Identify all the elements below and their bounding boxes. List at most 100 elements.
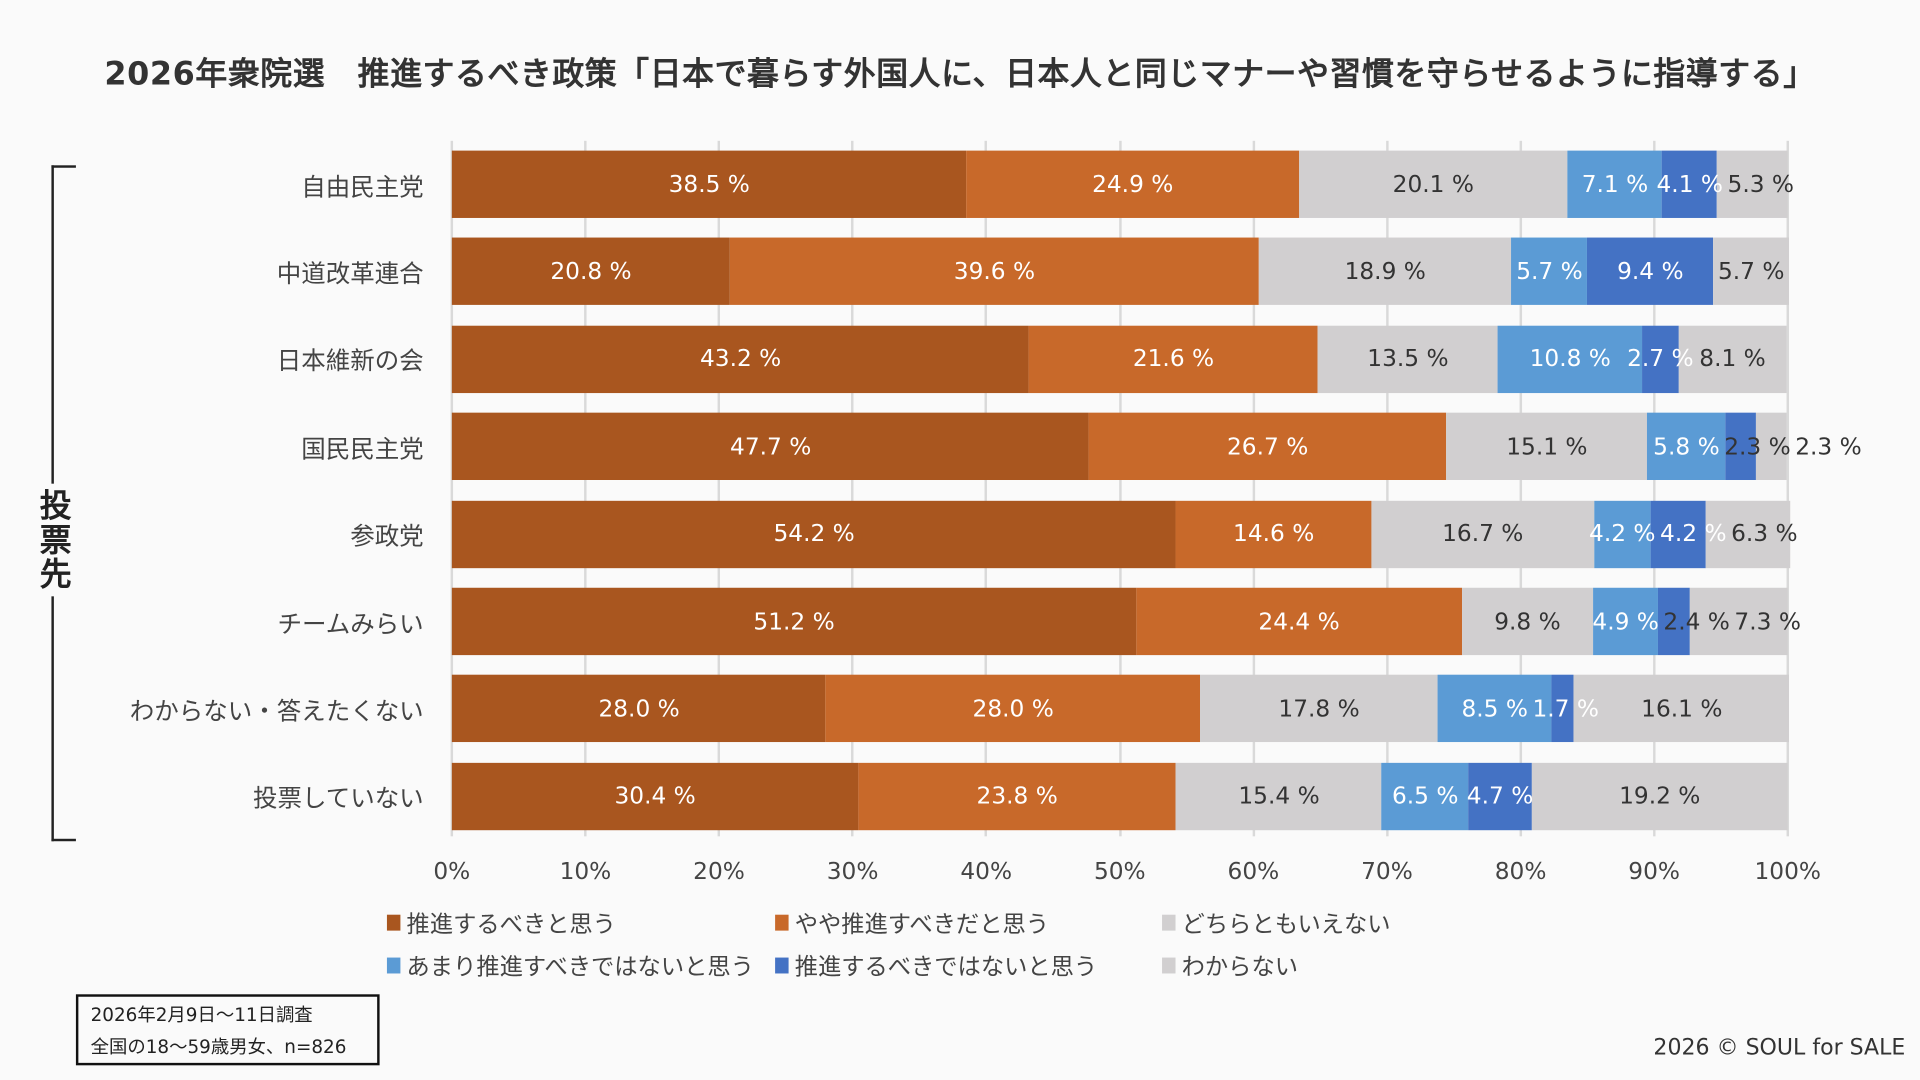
legend-label: どちらともいえない [1181,911,1391,938]
gridline [450,140,454,837]
y-axis-label: 投票先 [31,483,74,597]
bar-segment [451,762,858,830]
x-tick-label: 40% [960,858,1013,886]
data-label: 43.2 % [699,345,782,373]
bar-segment [1642,325,1679,393]
category-label: 中道改革連合 [276,258,424,289]
legend-item: わからない [1162,949,1298,982]
bar-segment [451,500,1176,568]
bar-segment [451,325,1029,393]
data-label: 13.5 % [1367,345,1449,373]
bar-segment [451,412,1090,481]
x-tick-label: 30% [826,858,879,886]
category-label: 国民民主党 [301,433,424,464]
data-label: 15.4 % [1238,782,1320,810]
x-tick-label: 90% [1628,858,1681,886]
gridline [584,140,587,837]
survey-note: 2026年2月9日〜11日調査 全国の18〜59歳男女、n=826 [75,994,380,1066]
bar-segment [1370,500,1595,568]
copyright: 2026 © SOUL for SALE [1653,1034,1906,1061]
bar-segment [966,150,1299,218]
data-label: 21.6 % [1132,345,1215,373]
data-label: 2.7 % [1627,345,1694,373]
bar-segment [1461,587,1593,656]
data-label: 4.9 % [1592,607,1659,635]
x-tick-label: 70% [1361,858,1413,886]
x-tick-label: 0% [433,858,471,886]
data-label: 8.5 % [1461,695,1528,723]
data-label: 38.5 % [668,170,750,198]
bar-segment [1135,587,1462,656]
data-label: 20.1 % [1392,170,1474,198]
data-label: 7.3 % [1734,607,1801,635]
bar-segment [451,150,967,218]
gridline [1786,140,1789,837]
x-tick-label: 20% [693,858,745,886]
legend-item: どちらともいえない [1162,906,1391,939]
gridline [984,140,988,837]
category-label: チームみらい [277,608,424,638]
bar-segment [857,762,1176,830]
bar-segment [1755,412,1787,481]
x-tick-label: 60% [1227,858,1280,886]
data-label: 26.7 % [1227,433,1309,461]
bar-segment [1551,675,1575,743]
bar-segment [1175,762,1382,830]
data-label: 24.4 % [1258,607,1340,635]
bar-segment [1716,150,1788,218]
bar-segment [1587,238,1713,306]
bar-segment [451,587,1136,656]
data-label: 6.3 % [1731,520,1798,548]
bar-segment [1028,325,1318,393]
data-label: 6.5 % [1391,782,1459,810]
data-label: 24.9 % [1092,170,1174,198]
bar-segment [1175,500,1371,568]
legend-label: わからない [1181,953,1298,981]
data-label: 2.3 % [1724,433,1791,461]
bar-segment [1531,762,1788,830]
bar-segment [1594,500,1651,568]
legend-item: やや推進すべきだと思う [775,906,1049,939]
x-tick-label: 50% [1093,858,1146,886]
data-label: 4.7 % [1466,782,1534,810]
bar-segment [1468,762,1532,830]
bar-segment [1647,412,1725,481]
data-label: 7.1 % [1581,170,1649,198]
bar-segment [729,238,1259,306]
data-label: 16.1 % [1641,695,1723,723]
bar-segment [1567,150,1663,218]
x-tick-label: 80% [1494,858,1547,886]
data-label: 1.7 % [1532,695,1599,723]
legend-swatch [775,957,789,974]
gridline [851,140,854,837]
x-tick-label: 100% [1754,858,1822,886]
legend-swatch [1162,957,1176,974]
bar-segment [1298,150,1568,218]
data-label: 30.4 % [614,782,696,810]
category-label: 自由民主党 [301,171,424,201]
data-label: 54.2 % [773,520,855,548]
data-label: 39.6 % [953,258,1036,286]
legend-label: 推進するべきではないと思う [794,953,1098,981]
legend-swatch [386,914,401,931]
gridline [1519,140,1522,837]
data-label: 23.8 % [976,782,1058,810]
data-label: 5.3 % [1727,170,1795,198]
data-label: 4.2 % [1589,520,1656,548]
data-label: 9.4 % [1617,258,1684,286]
gridline [1385,140,1389,837]
bar-segment [1381,762,1469,830]
data-label: 4.1 % [1656,170,1724,198]
survey-date: 2026年2月9日〜11日調査 [90,1004,313,1027]
bar-segment [1497,325,1643,393]
bar-segment [451,675,826,743]
bar-segment [1662,150,1717,218]
gridline [1118,140,1122,837]
legend-item: あまり推進すべきではないと思う [386,949,754,982]
bar-segment [1592,587,1659,656]
legend-item: 推進するべきではないと思う [775,949,1097,982]
data-label: 16.7 % [1442,520,1524,548]
data-label: 5.8 % [1653,433,1720,461]
data-label: 2.4 % [1663,607,1730,635]
bar-segment [1706,500,1791,568]
